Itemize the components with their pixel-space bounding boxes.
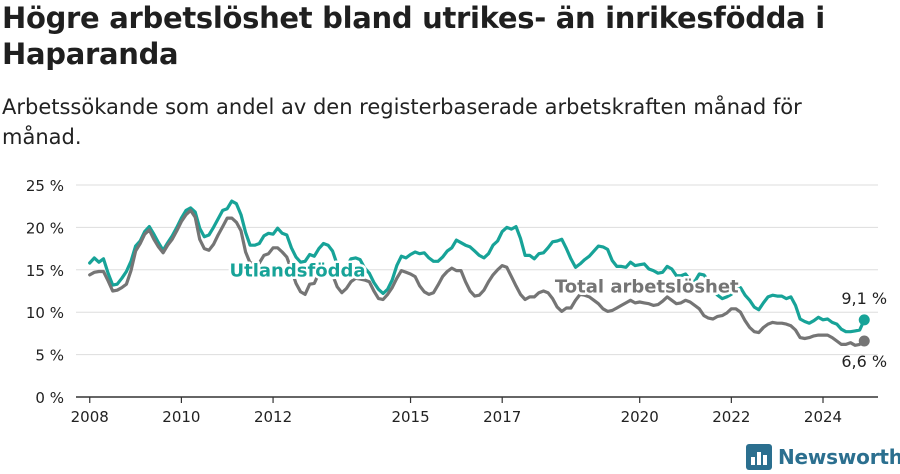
x-tick-label: 2012 <box>254 408 292 426</box>
brand-name: Newsworthy <box>778 445 900 469</box>
x-tick-label: 2015 <box>391 408 429 426</box>
y-tick-label: 5 % <box>35 347 64 365</box>
x-tick-label: 2017 <box>483 408 521 426</box>
y-tick-label: 15 % <box>26 262 64 280</box>
x-tick-label: 2008 <box>71 408 109 426</box>
x-tick-label: 2022 <box>712 408 750 426</box>
series-end-dot <box>858 314 870 326</box>
y-tick-label: 20 % <box>26 219 64 237</box>
chart-title: Högre arbetslöshet bland utrikes- än inr… <box>2 1 825 71</box>
chart-subtitle: Arbetssökande som andel av den registerb… <box>2 95 802 149</box>
x-tick-label: 2020 <box>621 408 659 426</box>
x-tick-label: 2024 <box>804 408 842 426</box>
series-labels: 9,1 % Utlandsfödda 6,6 % Total arbetslöshet <box>227 258 887 371</box>
y-tick-label: 10 % <box>26 304 64 322</box>
series-line-total <box>88 208 866 347</box>
series-name-label: Utlandsfödda <box>230 261 366 282</box>
series-end-label: 9,1 % <box>841 289 887 308</box>
y-tick-label: 25 % <box>26 177 64 195</box>
gridlines <box>76 184 878 356</box>
series-end-dot <box>858 335 870 347</box>
newsworthy-brand: Newsworthy <box>746 443 900 471</box>
y-axis: 0 % 5 % 10 % 15 % 20 % 25 % <box>26 177 64 407</box>
series-end-label: 6,6 % <box>841 352 887 371</box>
y-tick-label: 0 % <box>35 389 64 407</box>
series-line-utlandsfodda <box>88 199 866 334</box>
x-tick-label: 2010 <box>162 408 200 426</box>
x-axis: 2008 2010 2012 2015 2017 2020 2022 2024 <box>71 396 878 426</box>
series-lines <box>88 199 870 347</box>
newsworthy-logo-icon <box>746 444 772 470</box>
series-name-label: Total arbetslöshet <box>555 277 739 298</box>
